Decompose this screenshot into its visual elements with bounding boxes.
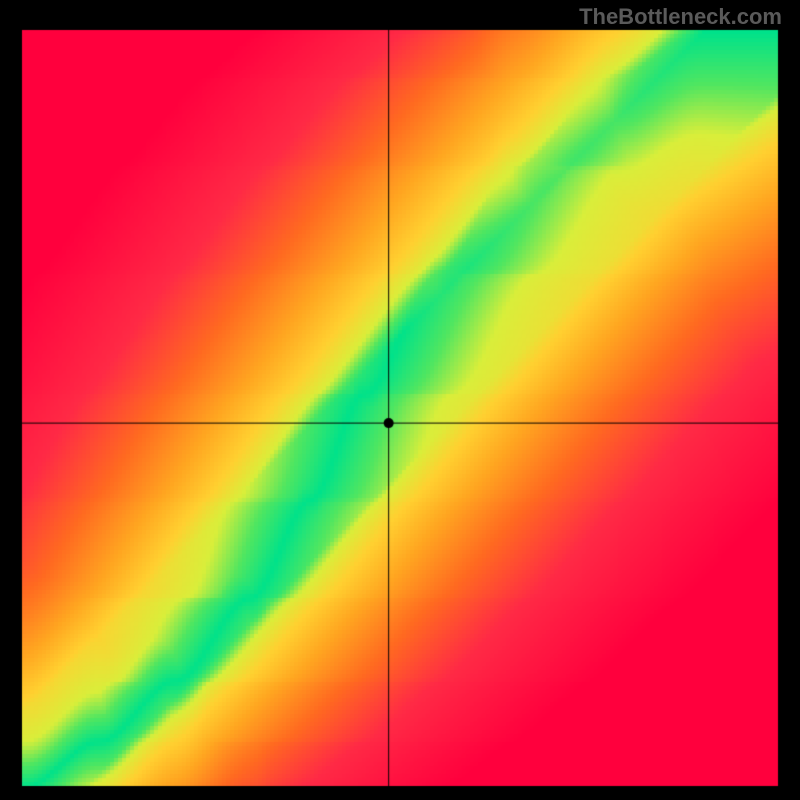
chart-container: TheBottleneck.com bbox=[0, 0, 800, 800]
watermark-text: TheBottleneck.com bbox=[579, 4, 782, 30]
bottleneck-heatmap bbox=[0, 0, 800, 800]
